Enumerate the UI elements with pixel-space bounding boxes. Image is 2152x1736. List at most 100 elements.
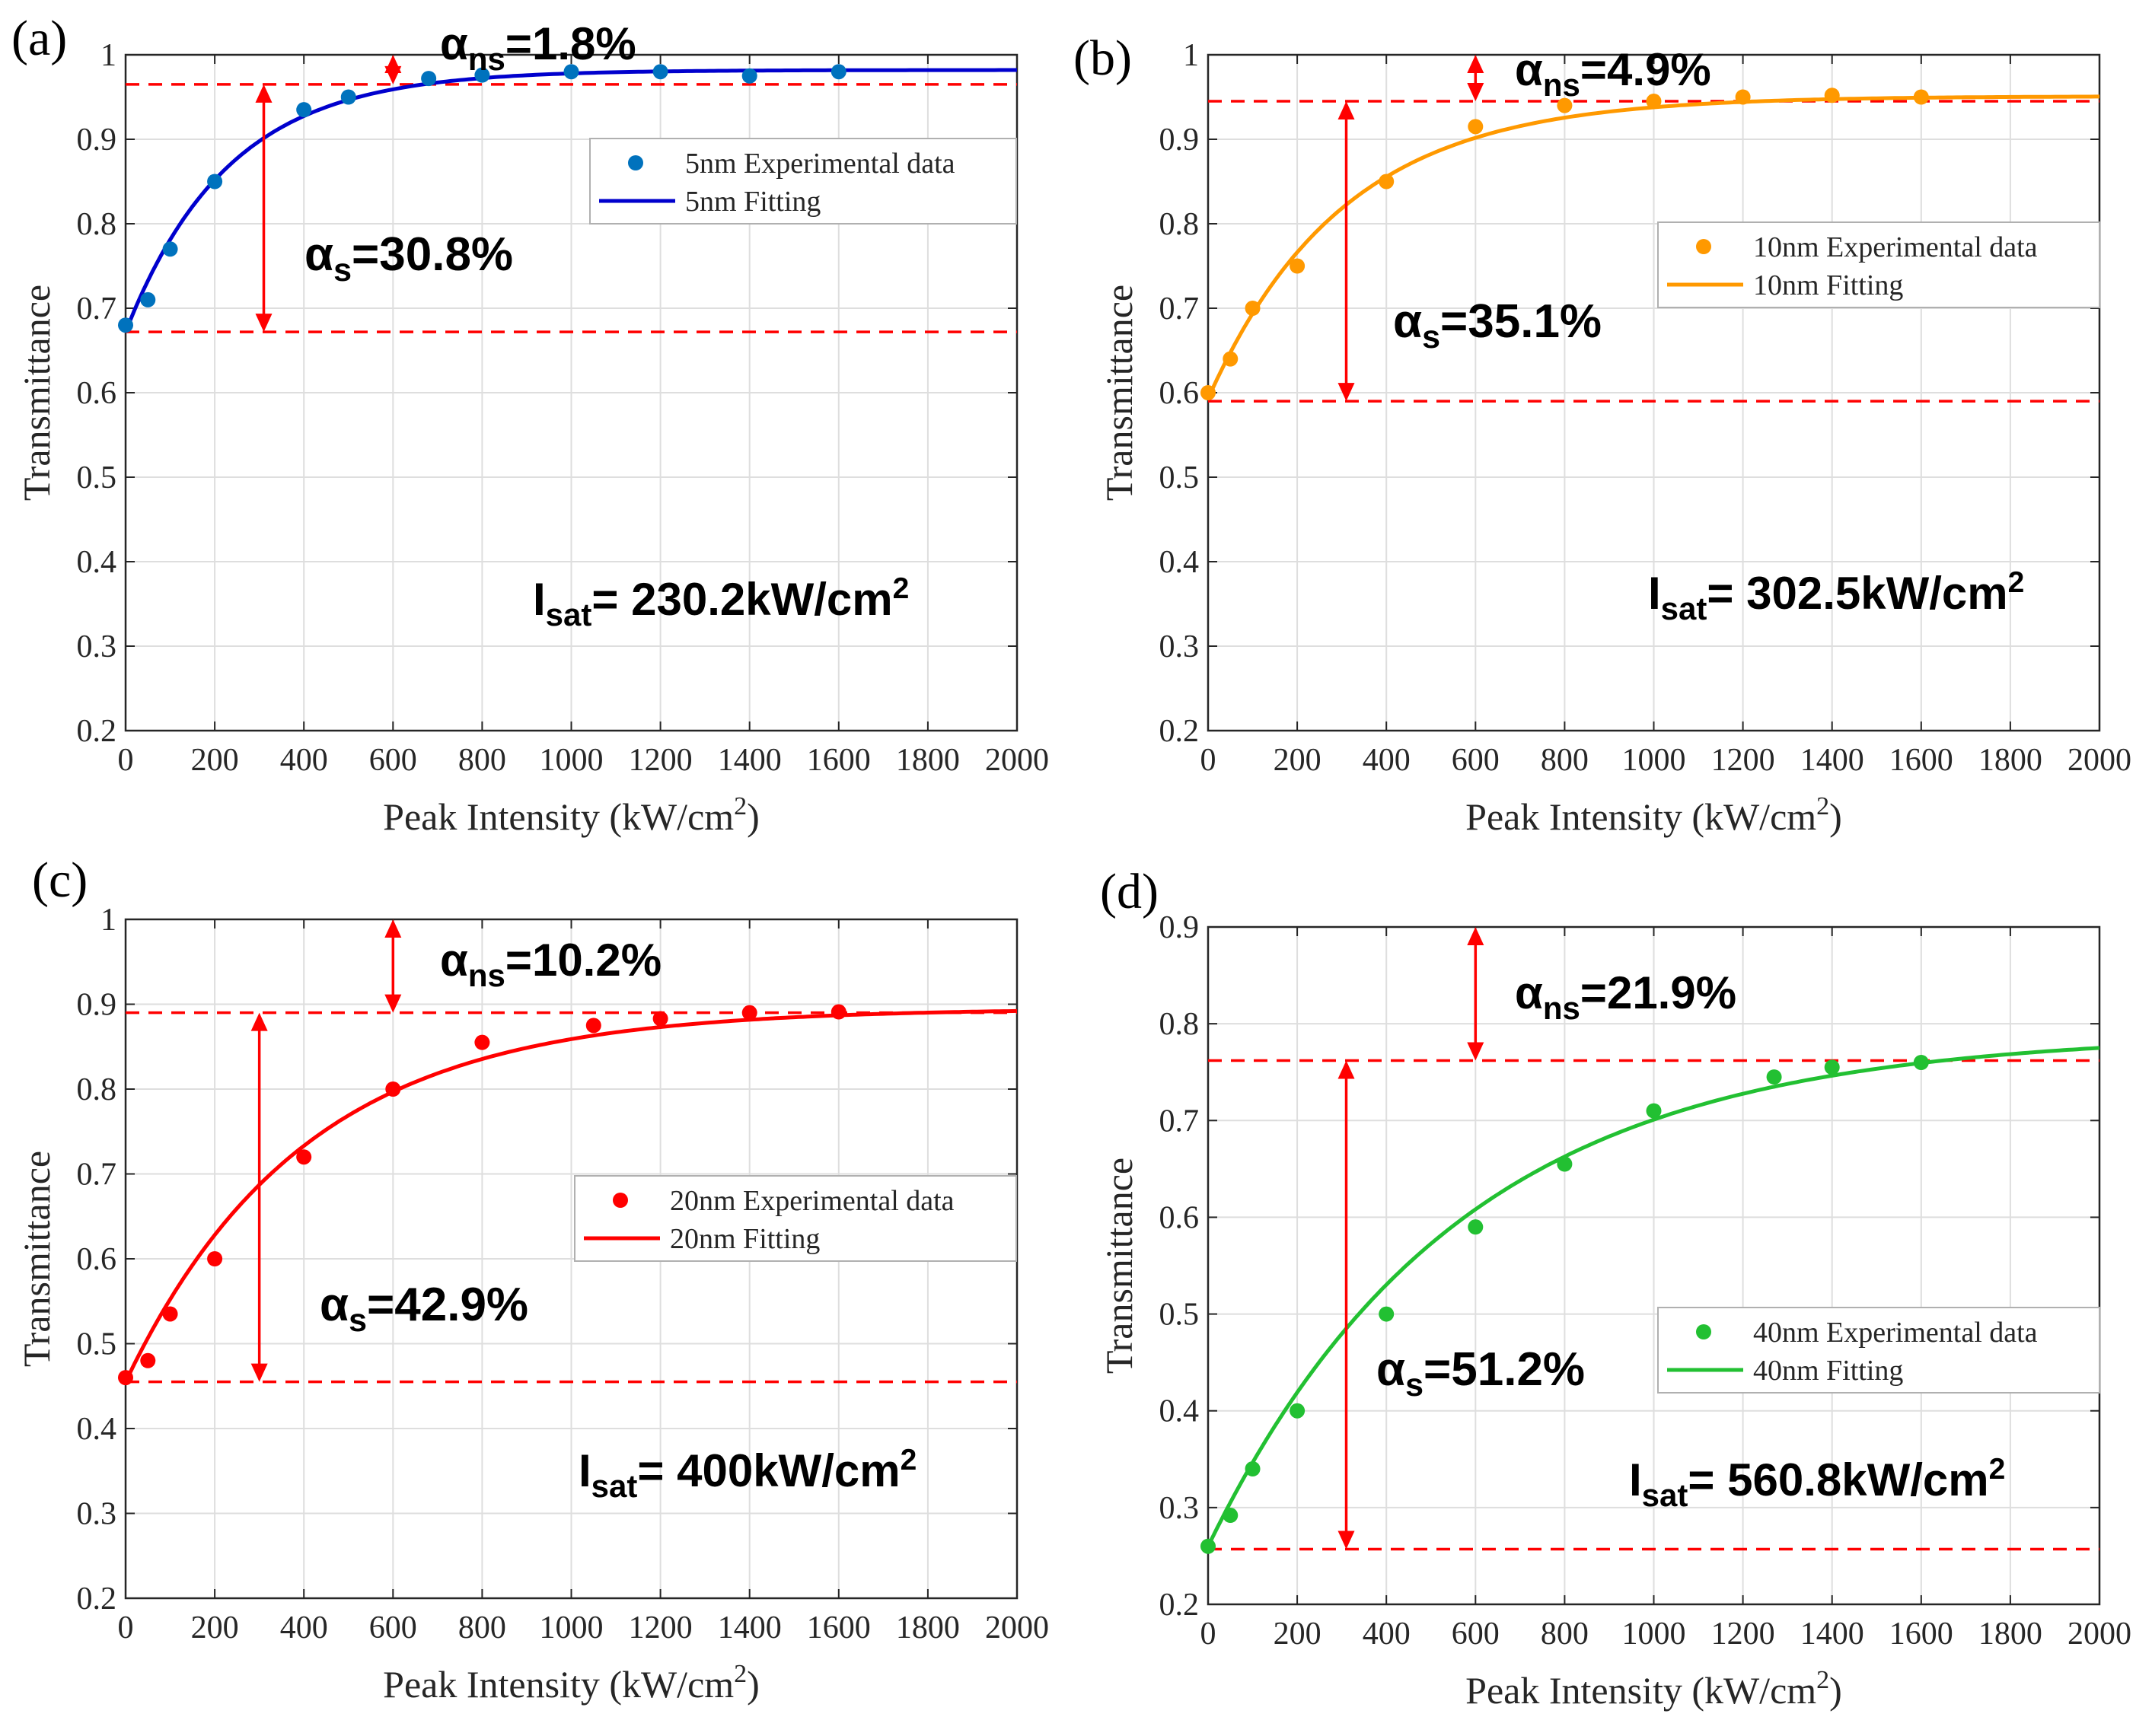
data-point: [563, 64, 579, 80]
y-tick-label: 0.8: [77, 1072, 117, 1107]
data-point: [1223, 1508, 1239, 1524]
x-tick-label: 1400: [1800, 743, 1864, 778]
alpha-ns-arrow-head-down: [384, 994, 402, 1013]
y-tick-label: 0.5: [1159, 460, 1200, 495]
x-tick-label: 600: [369, 743, 417, 778]
x-tick-label: 200: [1274, 1617, 1321, 1652]
x-tick-label: 2000: [985, 743, 1049, 778]
alpha-s-arrow: [255, 84, 273, 333]
x-tick-label: 200: [191, 1610, 239, 1645]
legend-marker: [628, 155, 643, 170]
y-tick-label: 0.3: [77, 629, 117, 664]
y-tick-label: 0.2: [77, 1582, 117, 1617]
x-tick-label: 1200: [629, 1610, 693, 1645]
x-tick-label: 200: [191, 743, 239, 778]
x-tick-label: 600: [1452, 743, 1500, 778]
y-tick-label: 0.4: [1159, 545, 1200, 580]
data-point: [1824, 1059, 1840, 1075]
isat-label: Isat= 230.2kW/cm2: [533, 572, 909, 632]
data-point: [1223, 351, 1239, 367]
y-tick-label: 0.8: [77, 207, 117, 242]
panel-label: (b): [1073, 30, 1132, 86]
data-point: [340, 89, 356, 105]
data-point: [296, 102, 312, 118]
alpha-s-arrow: [1337, 1060, 1355, 1550]
data-point: [140, 1352, 156, 1368]
alpha-ns-label: αns=10.2%: [440, 935, 662, 993]
isat-label: Isat= 560.8kW/cm2: [1629, 1453, 2005, 1513]
data-point: [1646, 1103, 1662, 1119]
alpha-s-arrow-head-down: [1337, 383, 1355, 402]
x-tick-label: 600: [369, 1610, 417, 1645]
chart-panel-b: (b) 0 200 400 600 800 1000 1200 1400 1600 1800 2000…: [1073, 30, 2131, 838]
data-point: [207, 1251, 223, 1266]
data-point: [1646, 94, 1662, 110]
alpha-ns-label: αns=21.9%: [1515, 967, 1736, 1026]
y-tick-label: 0.2: [77, 714, 117, 749]
x-tick-label: 800: [458, 1610, 506, 1645]
legend-marker: [1696, 239, 1711, 254]
y-tick-label: 0.4: [77, 1412, 117, 1447]
x-tick-label: 400: [1363, 1617, 1411, 1652]
legend-entry-data: 10nm Experimental data: [1753, 231, 2038, 263]
data-point: [1735, 89, 1751, 105]
alpha-s-label: αs=30.8%: [304, 228, 513, 288]
x-tick-label: 800: [1541, 1617, 1589, 1652]
x-tick-label: 1200: [1711, 743, 1775, 778]
x-tick-label: 2000: [2068, 743, 2131, 778]
data-point: [474, 67, 490, 83]
alpha-ns-arrow: [384, 919, 402, 1013]
y-tick-label: 0.7: [77, 291, 117, 326]
x-tick-label: 1800: [896, 743, 960, 778]
legend: 10nm Experimental data 10nm Fitting: [1657, 221, 2100, 308]
x-tick-label: 0: [118, 743, 134, 778]
legend-entry-fit: 20nm Fitting: [670, 1223, 820, 1255]
y-tick-label: 0.6: [77, 376, 117, 411]
data-point: [1290, 1403, 1306, 1419]
x-tick-label: 1400: [718, 743, 782, 778]
data-point: [1468, 1219, 1484, 1235]
y-tick-label: 0.4: [1159, 1394, 1200, 1429]
isat-label: Isat= 400kW/cm2: [579, 1444, 917, 1504]
x-tick-label: 800: [458, 743, 506, 778]
data-point: [1200, 385, 1216, 400]
legend-marker: [1696, 1324, 1711, 1339]
legend-entry-data: 40nm Experimental data: [1753, 1317, 2038, 1349]
x-tick-label: 1600: [1889, 743, 1953, 778]
panel-label: (a): [11, 11, 67, 66]
legend-entry-data: 20nm Experimental data: [670, 1185, 955, 1217]
x-tick-label: 1600: [807, 743, 871, 778]
data-point: [652, 64, 668, 80]
y-tick-label: 0.6: [1159, 1200, 1200, 1235]
x-tick-label: 400: [1363, 743, 1411, 778]
data-point: [585, 1018, 601, 1034]
x-tick-label: 1000: [1622, 1617, 1686, 1652]
y-tick-label: 0.5: [77, 1327, 117, 1362]
data-point: [1557, 97, 1573, 113]
data-point: [1557, 1156, 1573, 1172]
data-point: [1766, 1069, 1782, 1085]
x-tick-label: 1400: [718, 1610, 782, 1645]
panel-label: (c): [32, 852, 88, 908]
x-tick-label: 1800: [1978, 1617, 2042, 1652]
x-tick-label: 1600: [807, 1610, 871, 1645]
y-tick-label: 0.8: [1159, 1007, 1200, 1042]
x-tick-label: 1800: [896, 1610, 960, 1645]
x-tick-label: 1200: [629, 743, 693, 778]
legend-box: [1657, 1307, 2100, 1394]
x-tick-label: 0: [1200, 743, 1216, 778]
data-point: [385, 1081, 401, 1097]
legend-entry-fit: 40nm Fitting: [1753, 1355, 1903, 1387]
y-tick-label: 0.9: [1159, 123, 1200, 158]
data-point: [1824, 88, 1840, 104]
legend-marker: [613, 1193, 628, 1208]
x-tick-label: 2000: [985, 1610, 1049, 1645]
alpha-ns-arrow: [1467, 927, 1484, 1061]
alpha-s-arrow-head-up: [1337, 1060, 1355, 1079]
x-tick-label: 1400: [1800, 1617, 1864, 1652]
legend-box: [1657, 221, 2100, 308]
alpha-ns-arrow-head-up: [384, 919, 402, 938]
x-axis-label: Peak Intensity (kW/cm2): [383, 1660, 760, 1706]
x-tick-label: 1200: [1711, 1617, 1775, 1652]
